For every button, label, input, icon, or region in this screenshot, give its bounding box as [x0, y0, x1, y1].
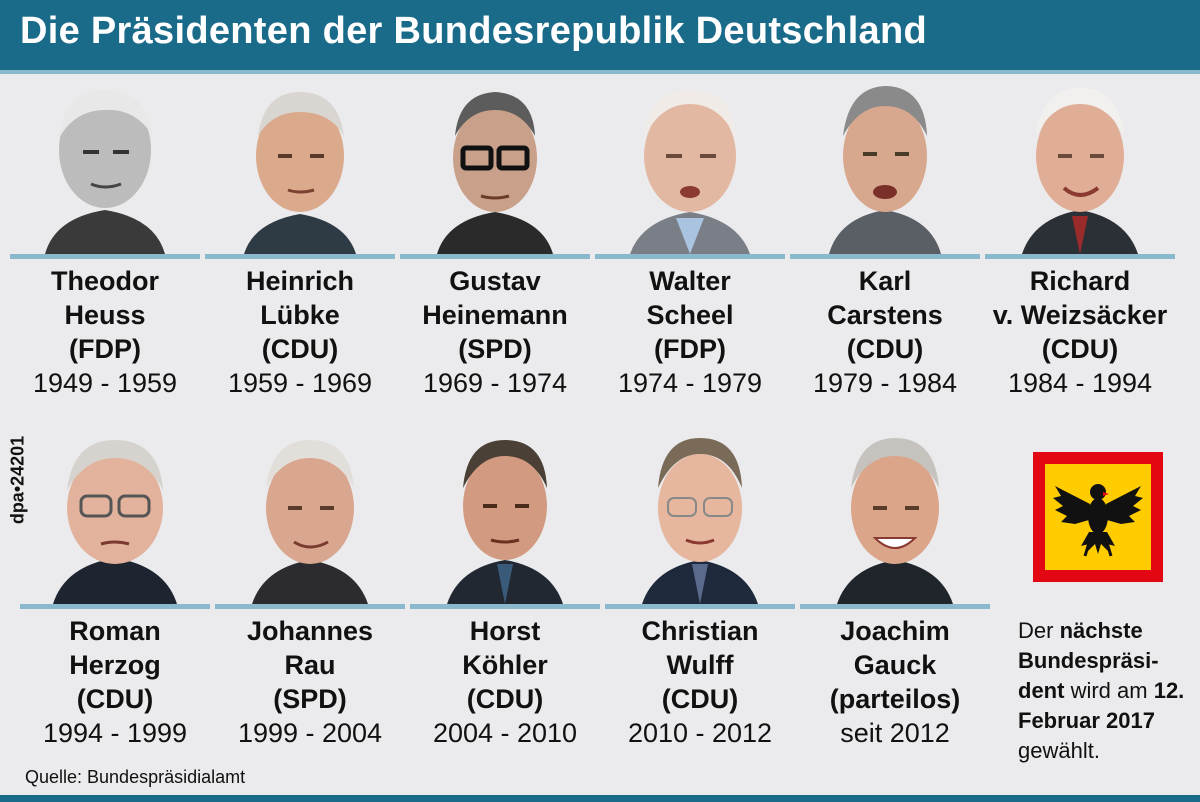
- card-divider: [410, 604, 600, 609]
- portrait-photo: [240, 428, 380, 604]
- term: 1994 - 1999: [42, 718, 188, 748]
- first-name: Roman: [69, 616, 161, 646]
- federal-president-standard-flag: [1033, 452, 1163, 582]
- last-name: v. Weizsäcker: [992, 300, 1168, 330]
- first-name: Walter: [649, 266, 731, 296]
- portrait-photo: [35, 78, 175, 254]
- term: 2010 - 2012: [627, 718, 773, 748]
- last-name: Gauck: [853, 650, 937, 680]
- card-divider: [20, 604, 210, 609]
- party: (SPD): [458, 334, 532, 364]
- card-divider: [800, 604, 990, 609]
- term: seit 2012: [840, 718, 950, 748]
- term: 1999 - 2004: [237, 718, 383, 748]
- first-name: Horst: [469, 616, 541, 646]
- footer-bar: [0, 795, 1200, 802]
- portrait-photo: [230, 78, 370, 254]
- last-name: Köhler: [462, 650, 548, 680]
- term: 1974 - 1979: [617, 368, 763, 398]
- portrait-photo: [815, 78, 955, 254]
- portrait-photo: [630, 428, 770, 604]
- term: 1959 - 1969: [227, 368, 373, 398]
- term: 1949 - 1959: [32, 368, 178, 398]
- party: (FDP): [654, 334, 726, 364]
- last-name: Lübke: [260, 300, 340, 330]
- page-title: Die Präsidenten der Bundesrepublik Deuts…: [20, 10, 928, 52]
- last-name: Rau: [284, 650, 336, 680]
- portrait-photo: [825, 428, 965, 604]
- first-name: Johannes: [246, 616, 374, 646]
- title-underline: [0, 70, 1200, 74]
- card-divider: [605, 604, 795, 609]
- party: (CDU): [661, 684, 739, 714]
- card-divider: [595, 254, 785, 259]
- last-name: Carstens: [827, 300, 943, 330]
- first-name: Theodor: [51, 266, 159, 296]
- portrait-photo: [1010, 78, 1150, 254]
- term: 1979 - 1984: [812, 368, 958, 398]
- source-note: Quelle: Bundespräsidialamt: [25, 767, 246, 787]
- agency-credit: dpa•24201: [7, 435, 28, 525]
- term: 1984 - 1994: [1007, 368, 1153, 398]
- portrait-photo: [620, 78, 760, 254]
- last-name: Heinemann: [422, 300, 568, 330]
- last-name: Wulff: [666, 650, 734, 680]
- first-name: Christian: [641, 616, 759, 646]
- first-name: Karl: [858, 266, 912, 296]
- party: (parteilos): [829, 684, 961, 714]
- card-divider: [10, 254, 200, 259]
- party: (CDU): [261, 334, 339, 364]
- first-name: Richard: [1029, 266, 1131, 296]
- first-name: Heinrich: [245, 266, 355, 296]
- card-divider: [985, 254, 1175, 259]
- last-name: Herzog: [69, 650, 161, 680]
- term: 2004 - 2010: [432, 718, 578, 748]
- last-name: Scheel: [646, 300, 734, 330]
- card-divider: [205, 254, 395, 259]
- party: (FDP): [69, 334, 141, 364]
- party: (CDU): [76, 684, 154, 714]
- portrait-photo: [435, 428, 575, 604]
- federal-eagle-icon: [1053, 484, 1143, 557]
- card-divider: [215, 604, 405, 609]
- portrait-photo: [45, 428, 185, 604]
- party: (CDU): [466, 684, 544, 714]
- party: (SPD): [273, 684, 347, 714]
- title-bar: Die Präsidenten der Bundesrepublik Deuts…: [0, 0, 1200, 70]
- portrait-photo: [425, 78, 565, 254]
- last-name: Heuss: [64, 300, 146, 330]
- next-election-note: Der nächste Bundespräsi-dent wird am 12.…: [1018, 618, 1185, 763]
- card-divider: [790, 254, 980, 259]
- party: (CDU): [846, 334, 924, 364]
- term: 1969 - 1974: [422, 368, 568, 398]
- card-divider: [400, 254, 590, 259]
- first-name: Gustav: [449, 266, 541, 296]
- first-name: Joachim: [840, 616, 950, 646]
- party: (CDU): [1041, 334, 1119, 364]
